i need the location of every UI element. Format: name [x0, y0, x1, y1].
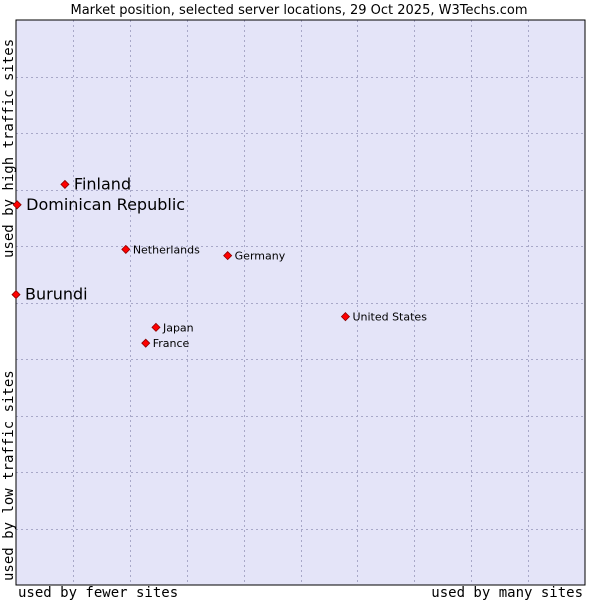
grid-lines — [16, 20, 585, 585]
point-label: United States — [352, 311, 427, 324]
data-point-burundi: Burundi — [11, 285, 88, 304]
plot-border — [15, 19, 586, 586]
data-point-finland: Finland — [60, 174, 131, 193]
point-label: France — [153, 337, 190, 350]
point-label: Burundi — [25, 285, 88, 304]
data-points: Finland Dominican Republic Netherlands Germ… — [11, 174, 427, 350]
data-point-france: France — [141, 337, 190, 350]
point-marker — [141, 338, 151, 348]
point-label: Netherlands — [133, 243, 200, 256]
data-point-dominican-republic: Dominican Republic — [12, 195, 185, 214]
plot-area — [16, 20, 585, 585]
x-axis-label-left: used by fewer sites — [18, 585, 178, 600]
point-label: Dominican Republic — [26, 195, 185, 214]
point-marker — [60, 179, 70, 189]
data-point-germany: Germany — [223, 250, 286, 263]
point-marker — [12, 200, 22, 210]
point-label: Japan — [162, 321, 194, 334]
point-marker — [11, 290, 21, 300]
x-axis-label-right: used by many sites — [431, 585, 583, 600]
y-axis-label-top: used by high traffic sites — [1, 39, 17, 258]
point-label: Finland — [74, 174, 131, 193]
y-axis-label-bottom: used by low traffic sites — [1, 370, 17, 581]
point-marker — [151, 322, 161, 332]
point-label: Germany — [235, 250, 286, 263]
point-marker — [223, 251, 233, 261]
chart-title: Market position, selected server locatio… — [70, 3, 527, 18]
data-point-japan: Japan — [151, 321, 194, 334]
point-marker — [121, 244, 131, 254]
data-point-netherlands: Netherlands — [121, 243, 200, 256]
data-point-united-states: United States — [340, 311, 427, 324]
point-marker — [340, 312, 351, 322]
